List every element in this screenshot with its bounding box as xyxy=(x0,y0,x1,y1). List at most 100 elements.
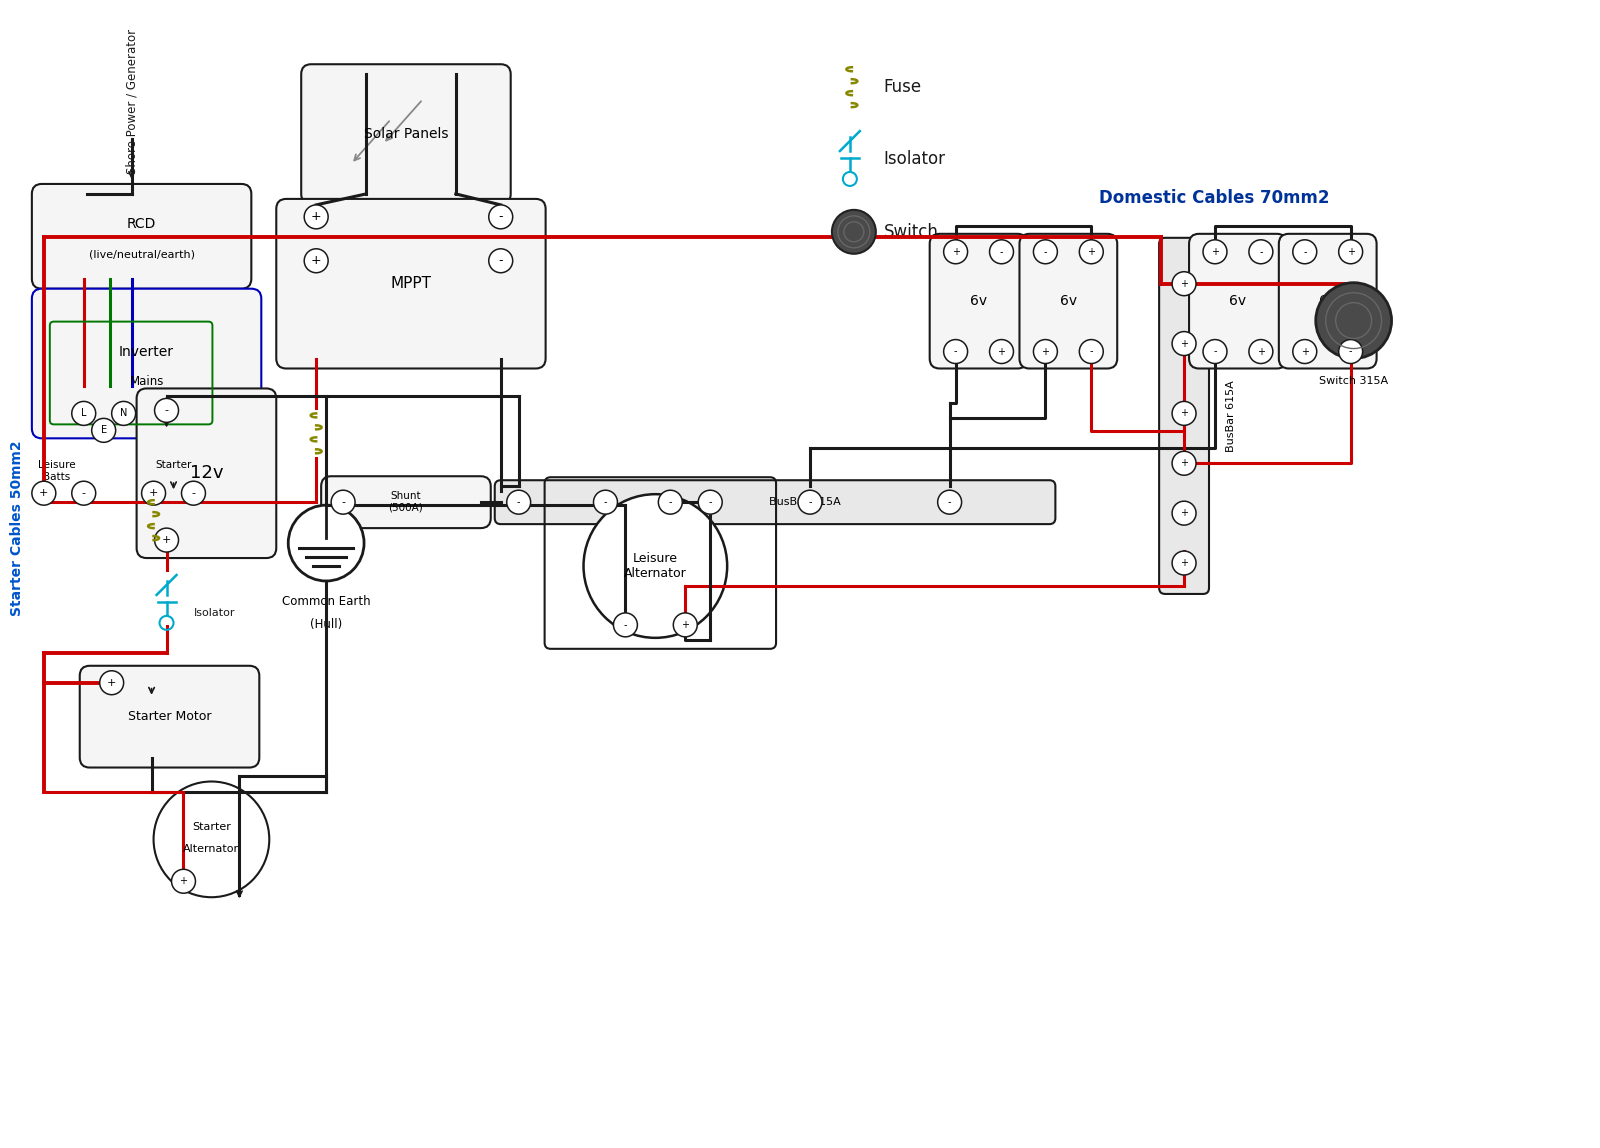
Text: L: L xyxy=(82,409,86,418)
Text: Starter: Starter xyxy=(192,822,230,832)
Text: +: + xyxy=(310,210,322,224)
Circle shape xyxy=(832,210,875,254)
Text: -: - xyxy=(669,497,672,507)
Circle shape xyxy=(1173,332,1197,356)
Text: +: + xyxy=(1211,247,1219,257)
Circle shape xyxy=(507,490,531,514)
FancyBboxPatch shape xyxy=(32,184,251,288)
Circle shape xyxy=(594,490,618,514)
Circle shape xyxy=(944,340,968,364)
Circle shape xyxy=(1173,402,1197,426)
Circle shape xyxy=(155,398,179,422)
Circle shape xyxy=(1250,340,1274,364)
Text: Starter: Starter xyxy=(155,460,192,471)
Text: Shore Power / Generator: Shore Power / Generator xyxy=(125,30,138,174)
Text: Switch: Switch xyxy=(883,223,939,241)
Text: +: + xyxy=(1181,458,1189,468)
Circle shape xyxy=(584,494,726,638)
Text: +: + xyxy=(997,347,1005,357)
Circle shape xyxy=(1203,240,1227,264)
FancyBboxPatch shape xyxy=(494,480,1056,525)
Circle shape xyxy=(1173,502,1197,525)
Circle shape xyxy=(1250,240,1274,264)
Circle shape xyxy=(488,204,512,228)
Text: +: + xyxy=(162,535,171,545)
Text: +: + xyxy=(107,677,117,688)
FancyBboxPatch shape xyxy=(1278,234,1376,369)
Text: +: + xyxy=(149,488,158,498)
Text: -: - xyxy=(1090,347,1093,357)
Text: -: - xyxy=(954,347,957,357)
Text: -: - xyxy=(808,497,811,507)
Circle shape xyxy=(613,613,637,637)
Circle shape xyxy=(674,613,698,637)
Text: -: - xyxy=(1000,247,1003,257)
Circle shape xyxy=(938,490,962,514)
FancyBboxPatch shape xyxy=(322,476,491,528)
FancyBboxPatch shape xyxy=(1189,234,1286,369)
Circle shape xyxy=(1173,272,1197,296)
Text: Isolator: Isolator xyxy=(194,608,235,618)
Text: -: - xyxy=(1349,347,1352,357)
Circle shape xyxy=(181,481,205,505)
Text: -: - xyxy=(1302,247,1307,257)
Text: -: - xyxy=(499,254,502,267)
Text: BusBar 615A: BusBar 615A xyxy=(770,497,842,507)
FancyBboxPatch shape xyxy=(80,666,259,768)
Text: +: + xyxy=(1258,347,1266,357)
Text: +: + xyxy=(1181,509,1189,518)
Circle shape xyxy=(1203,340,1227,364)
Text: +: + xyxy=(1301,347,1309,357)
Text: +: + xyxy=(1181,558,1189,568)
Text: +: + xyxy=(1042,347,1050,357)
Text: Starter Cables 50mm2: Starter Cables 50mm2 xyxy=(10,441,24,616)
Text: Fuse: Fuse xyxy=(883,78,922,96)
Circle shape xyxy=(1293,340,1317,364)
Text: Switch 315A: Switch 315A xyxy=(1318,377,1389,387)
Circle shape xyxy=(32,481,56,505)
Circle shape xyxy=(1034,240,1058,264)
Circle shape xyxy=(99,670,123,695)
Text: 12v: 12v xyxy=(190,464,222,482)
Text: +: + xyxy=(1181,279,1189,288)
Circle shape xyxy=(154,782,269,898)
Text: -: - xyxy=(603,497,608,507)
Circle shape xyxy=(331,490,355,514)
Text: MPPT: MPPT xyxy=(390,277,432,292)
Text: 6v: 6v xyxy=(970,294,987,308)
Circle shape xyxy=(658,490,682,514)
Text: BusBar 615A: BusBar 615A xyxy=(1226,380,1235,452)
Text: -: - xyxy=(165,405,168,416)
FancyBboxPatch shape xyxy=(930,234,1027,369)
Circle shape xyxy=(1034,340,1058,364)
Text: +: + xyxy=(310,254,322,267)
Text: 6v: 6v xyxy=(1318,294,1336,308)
Circle shape xyxy=(698,490,722,514)
Circle shape xyxy=(1293,240,1317,264)
FancyBboxPatch shape xyxy=(277,199,546,369)
Circle shape xyxy=(989,240,1013,264)
Circle shape xyxy=(1080,340,1104,364)
Circle shape xyxy=(141,481,165,505)
Circle shape xyxy=(155,528,179,552)
Text: +: + xyxy=(1181,339,1189,349)
Text: Leisure
Batts: Leisure Batts xyxy=(38,460,75,482)
Text: +: + xyxy=(1181,409,1189,418)
Text: Domestic Cables 70mm2: Domestic Cables 70mm2 xyxy=(1099,189,1330,207)
Circle shape xyxy=(944,240,968,264)
Text: +: + xyxy=(38,488,48,498)
Circle shape xyxy=(1080,240,1104,264)
Circle shape xyxy=(1173,451,1197,475)
Text: 6v: 6v xyxy=(1229,294,1246,308)
Circle shape xyxy=(1339,240,1363,264)
Text: Leisure
Alternator: Leisure Alternator xyxy=(624,552,686,580)
Text: -: - xyxy=(1043,247,1046,257)
Text: -: - xyxy=(709,497,712,507)
Text: -: - xyxy=(499,210,502,224)
Text: +: + xyxy=(1347,247,1355,257)
Text: Shunt
(500A): Shunt (500A) xyxy=(389,491,424,513)
Text: RCD: RCD xyxy=(126,217,157,232)
Text: -: - xyxy=(82,488,86,498)
Circle shape xyxy=(1339,340,1363,364)
Text: 6v: 6v xyxy=(1059,294,1077,308)
